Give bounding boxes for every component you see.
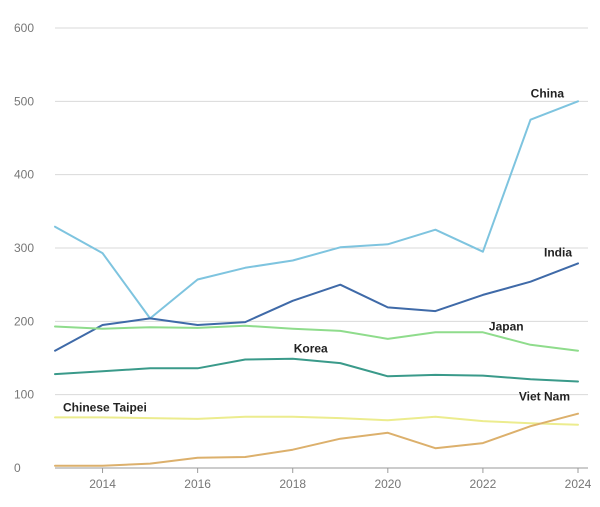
x-tick-label: 2024: [565, 477, 592, 491]
series-line-china: [54, 100, 579, 320]
series-lines: [54, 100, 579, 467]
series-labels: China India Japan Korea Chinese Taipei Viet N…: [63, 86, 572, 414]
y-tick-label: 100: [14, 388, 34, 402]
series-line-viet-nam: [54, 412, 579, 467]
x-tick-label: 2016: [184, 477, 211, 491]
series-label-viet-nam: Viet Nam: [519, 390, 570, 404]
series-label-india: India: [544, 245, 572, 259]
y-tick-label: 200: [14, 314, 34, 328]
y-tick-label: 500: [14, 94, 34, 108]
y-tick-label: 600: [14, 21, 34, 35]
series-label-japan: Japan: [489, 319, 524, 333]
series-label-korea: Korea: [294, 342, 328, 356]
y-tick-label: 400: [14, 168, 34, 182]
series-label-chinese-taipei: Chinese Taipei: [63, 400, 147, 414]
x-tick-label: 2014: [89, 477, 116, 491]
x-axis: 2014 2016 2018 2020 2022 2024: [55, 467, 592, 491]
series-line-chinese-taipei: [54, 415, 579, 426]
series-line-india: [54, 262, 579, 352]
series-label-china: China: [531, 86, 565, 100]
x-tick-label: 2022: [470, 477, 497, 491]
gridlines: 0 100 200 300 400 500 600: [14, 21, 588, 475]
x-tick-label: 2020: [374, 477, 401, 491]
y-tick-label: 0: [14, 461, 21, 475]
y-tick-label: 300: [14, 241, 34, 255]
series-line-japan: [54, 324, 579, 352]
series-line-korea: [54, 357, 579, 383]
x-tick-label: 2018: [279, 477, 306, 491]
